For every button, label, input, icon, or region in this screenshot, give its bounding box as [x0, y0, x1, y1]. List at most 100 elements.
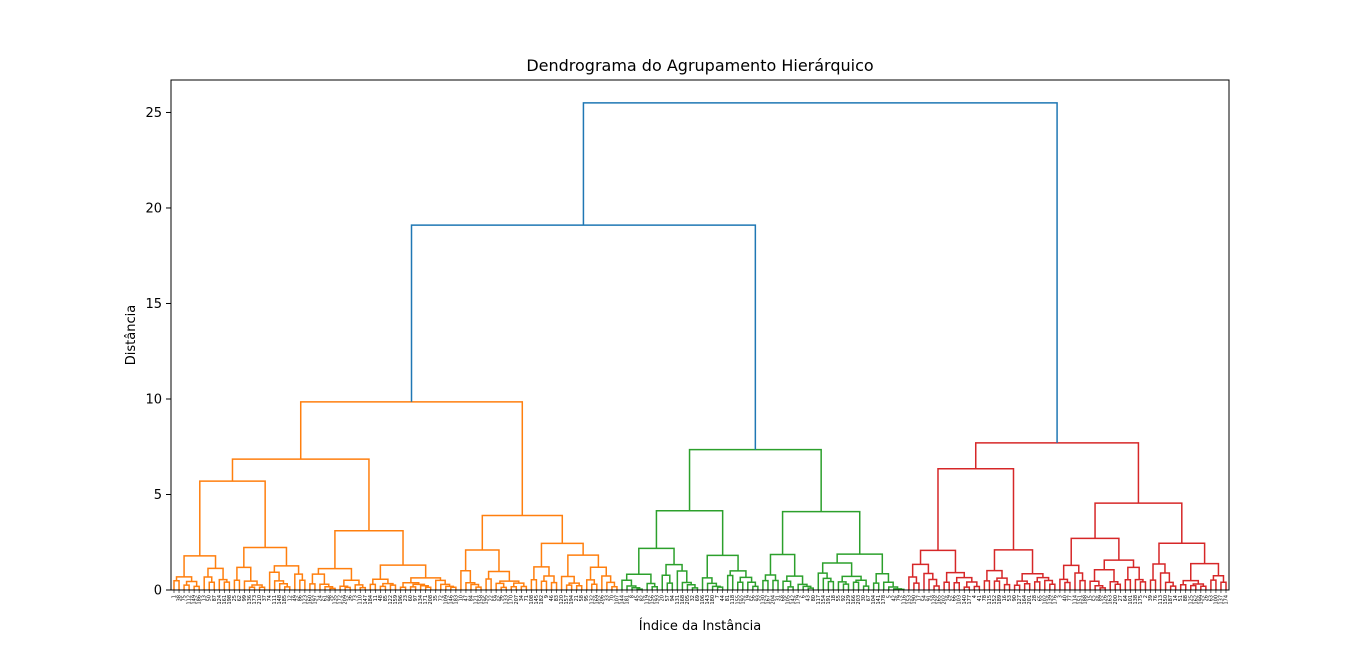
dendrogram-link	[986, 569, 1003, 581]
leaf-label: 83	[554, 595, 560, 601]
leaf-label: 63	[1208, 595, 1214, 601]
leaf-label: 190	[911, 595, 917, 605]
leaf-label: 199	[1198, 595, 1204, 605]
dendrogram-link	[919, 549, 957, 573]
dendrogram-link	[772, 579, 779, 590]
leaf-label: 115	[987, 595, 993, 605]
leaf-label: 117	[816, 595, 822, 605]
leaf-label: 75	[182, 595, 188, 601]
dendrogram-link	[389, 584, 397, 590]
leaf-label: 144	[619, 595, 625, 605]
leaf-label: 192	[740, 595, 746, 605]
dendrogram-link	[248, 586, 256, 590]
leaf-label: 159	[393, 595, 399, 605]
leaf-label: 166	[851, 595, 857, 605]
leaf-label: 142	[791, 595, 797, 605]
leaf-label: 12	[287, 595, 293, 601]
leaf-label: 97	[413, 595, 419, 601]
leaf-label: 109	[443, 595, 449, 605]
leaf-label: 23	[403, 595, 409, 601]
leaf-label: 96	[499, 595, 505, 601]
dendrogram-link	[1079, 579, 1086, 590]
leaf-label: 10	[458, 595, 464, 601]
dendrogram-link	[513, 582, 525, 587]
leaf-label: 157	[564, 595, 570, 605]
leaf-label: 31	[776, 595, 782, 601]
leaf-label: 110	[358, 595, 364, 605]
leaf-label: 33	[604, 595, 610, 601]
leaf-label: 44	[720, 595, 726, 601]
dendrogram-link	[575, 584, 583, 590]
dendrogram-link	[781, 510, 861, 555]
leaf-label: 188	[1083, 595, 1089, 605]
leaf-label: 153	[906, 595, 912, 605]
leaf-label: 73	[353, 595, 359, 601]
dendrogram-link	[782, 580, 792, 590]
dendrogram-link	[550, 581, 558, 590]
leaf-label: 3	[1057, 595, 1063, 598]
leaf-label: 68	[781, 595, 787, 601]
leaf-label: 146	[448, 595, 454, 605]
leaf-label: 19	[745, 595, 751, 601]
dendrogram-link	[681, 581, 692, 590]
leaf-label: 194	[569, 595, 575, 605]
dendrogram-link	[973, 585, 981, 590]
leaf-label: 89	[1098, 595, 1104, 601]
leaf-label: 28	[1032, 595, 1038, 601]
leaf-label: 93	[755, 595, 761, 601]
dendrogram-link	[701, 577, 713, 590]
leaf-label: 160	[307, 595, 313, 605]
leaf-label: 156	[650, 595, 656, 605]
leaf-label: 171	[423, 595, 429, 605]
leaf-label: 183	[453, 595, 459, 605]
y-tick-label: 20	[145, 201, 162, 216]
leaf-label: 6	[801, 595, 807, 598]
leaf-label: 209	[343, 595, 349, 605]
dendrogram-link	[540, 580, 548, 590]
y-tick-label: 5	[154, 488, 162, 503]
dendrogram-link	[1049, 583, 1056, 590]
leaf-label: 20	[660, 595, 666, 601]
dendrogram-link	[1182, 579, 1200, 585]
leaf-label: 66	[952, 595, 958, 601]
dendrogram-link	[911, 563, 930, 577]
leaf-label: 132	[589, 595, 595, 605]
dendrogram-link	[993, 549, 1034, 574]
dendrogram-link	[410, 224, 757, 450]
dendrogram-link	[199, 480, 266, 556]
dendrogram-link	[379, 564, 427, 580]
dendrogram-link	[324, 586, 334, 590]
dendrogram-link	[567, 554, 600, 577]
leaf-label: 167	[765, 595, 771, 605]
dendrogram-link	[862, 585, 870, 590]
dendrogram-link	[764, 574, 777, 581]
leaf-label: 103	[957, 595, 963, 605]
leaf-labels: 1 38 75 112 149 186 13 50 87 124 161 198 25 62 99 136 17…	[172, 590, 1230, 605]
leaf-label: 151	[1078, 595, 1084, 605]
dendrogram-links	[173, 102, 1227, 591]
leaf-label: 80	[811, 595, 817, 601]
leaf-label: 184	[368, 595, 374, 605]
leaf-label: 206	[599, 595, 605, 605]
leaf-label: 149	[192, 595, 198, 605]
dendrogram-link	[565, 584, 573, 590]
dendrogram-link	[445, 585, 455, 590]
dendrogram-link	[1023, 582, 1031, 590]
leaf-label: 85	[383, 595, 389, 601]
dendrogram-link	[606, 581, 616, 590]
dendrogram-link	[1149, 579, 1157, 590]
dendrogram-link	[1013, 584, 1021, 590]
dendrogram-link	[1003, 583, 1011, 590]
leaf-label: 9	[544, 595, 550, 598]
dendrogram-link	[943, 581, 950, 590]
leaf-label: 173	[252, 595, 258, 605]
dendrogram-link	[893, 588, 903, 590]
dendrogram-link	[412, 583, 426, 587]
leaf-label: 136	[247, 595, 253, 605]
leaf-label: 152	[992, 595, 998, 605]
dendrogram-link	[173, 580, 180, 590]
leaf-label: 52	[1093, 595, 1099, 601]
leaf-label: 138	[1133, 595, 1139, 605]
dendrogram-link	[993, 580, 1001, 590]
leaf-label: 176	[1052, 595, 1058, 605]
